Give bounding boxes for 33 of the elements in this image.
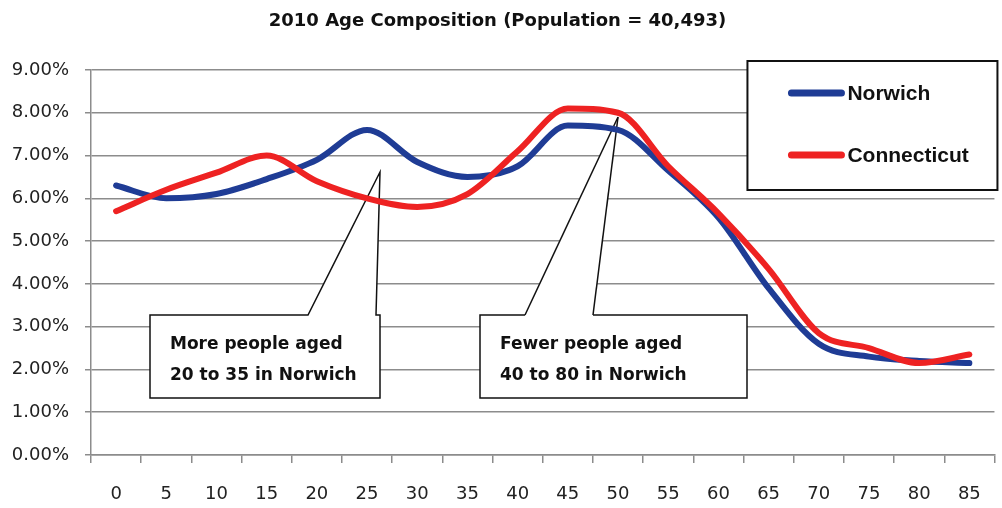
annotation: More people aged 20 to 35 in Norwich <box>170 333 357 384</box>
x-tick-label: 60 <box>706 482 730 504</box>
annotation: Fewer people aged 40 to 80 in Norwich <box>500 333 687 384</box>
x-tick-label: 15 <box>255 482 279 504</box>
legend-label: Connecticut <box>847 142 969 166</box>
y-tick-label: 2.00% <box>11 357 69 379</box>
x-tick-label: 35 <box>455 482 479 504</box>
x-tick-label: 80 <box>907 482 931 504</box>
x-tick-label: 65 <box>757 482 781 504</box>
x-tick-label: 70 <box>807 482 831 504</box>
x-tick-label: 40 <box>506 482 530 504</box>
x-tick-label: 5 <box>160 482 173 504</box>
x-tick-label: 45 <box>556 482 580 504</box>
legend-label: Norwich <box>847 80 931 104</box>
y-tick-label: 1.00% <box>11 399 69 421</box>
y-tick-label: 6.00% <box>11 186 69 208</box>
y-tick-label: 9.00% <box>11 57 69 79</box>
x-tick-label: 75 <box>857 482 881 504</box>
y-tick-label: 5.00% <box>11 228 69 250</box>
y-tick-label: 8.00% <box>11 100 69 122</box>
x-tick-label: 10 <box>205 482 228 504</box>
x-tick-label: 50 <box>606 482 630 504</box>
x-tick-label: 55 <box>656 482 680 504</box>
chart-title: 2010 Age Composition (Population = 40,493) <box>268 9 727 31</box>
x-tick-label: 0 <box>110 482 122 504</box>
x-tick-label: 85 <box>957 482 981 504</box>
x-tick-label: 30 <box>405 482 429 504</box>
y-tick-label: 0.00% <box>11 442 69 464</box>
y-tick-label: 3.00% <box>11 314 69 336</box>
y-tick-label: 7.00% <box>11 143 69 165</box>
y-tick-label: 4.00% <box>11 271 69 293</box>
x-tick-label: 20 <box>305 482 329 504</box>
x-tick-label: 25 <box>355 482 379 504</box>
